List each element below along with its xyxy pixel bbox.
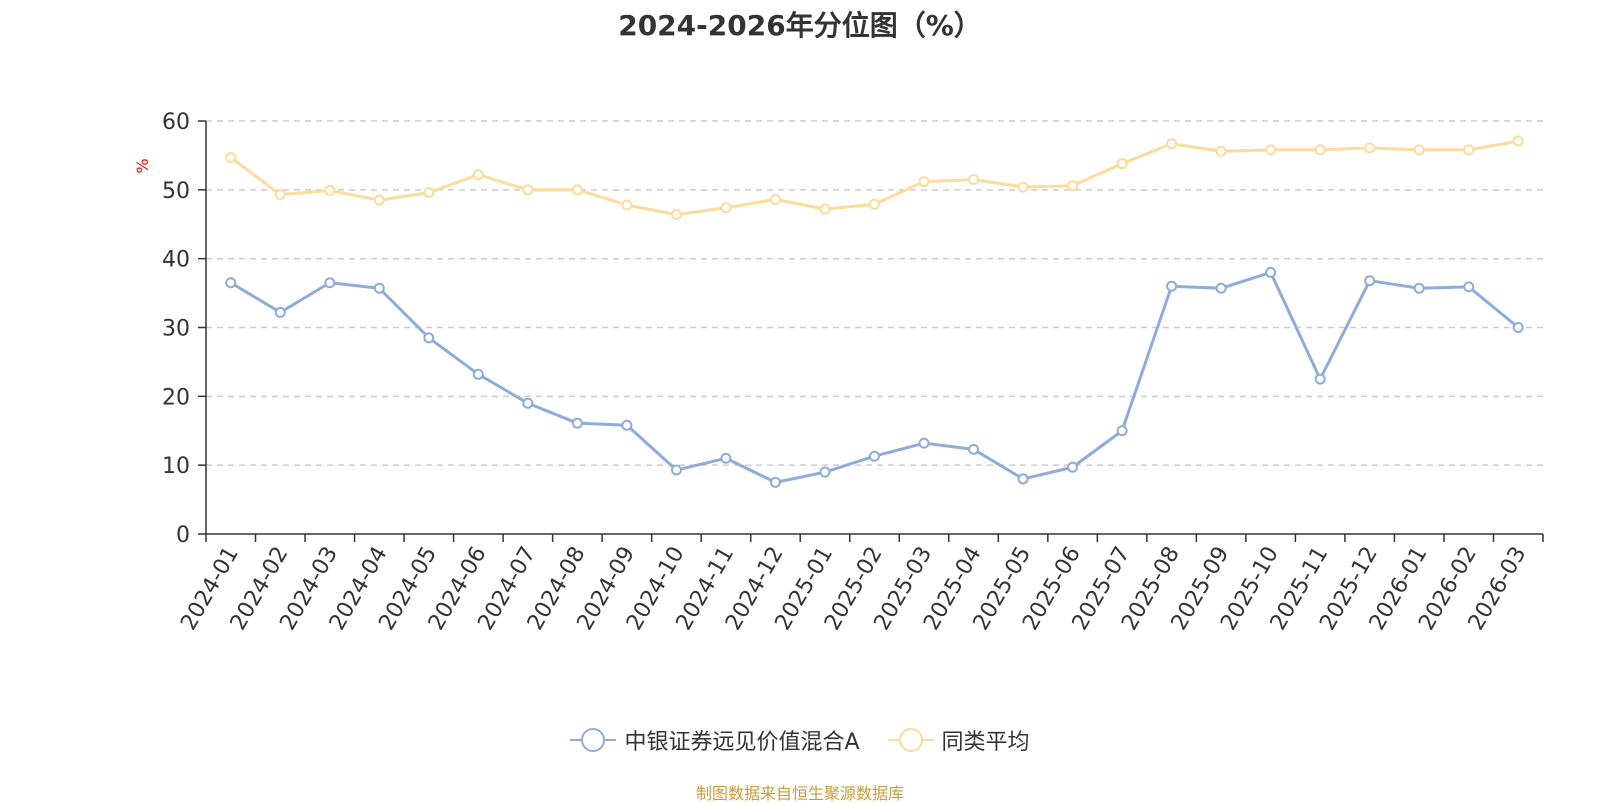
data-point[interactable] [769, 193, 781, 205]
legend-circle-icon [581, 728, 606, 752]
data-point[interactable] [918, 437, 930, 449]
data-point[interactable] [869, 450, 880, 462]
axes: 0102030405060%2024-012024-022024-032024-… [133, 110, 1544, 635]
y-tick-label: 0 [176, 523, 190, 548]
y-tick-label: 50 [162, 179, 190, 204]
data-point[interactable] [918, 176, 930, 188]
data-point[interactable] [968, 443, 980, 455]
data-point[interactable] [522, 397, 534, 409]
data-point[interactable] [720, 202, 732, 214]
data-point[interactable] [423, 187, 435, 199]
data-point[interactable] [1314, 144, 1326, 156]
legend-label: 同类平均 [941, 730, 1030, 755]
data-point[interactable] [225, 277, 237, 289]
data-point[interactable] [968, 174, 980, 186]
data-point[interactable] [621, 199, 633, 211]
data-point[interactable] [373, 282, 385, 294]
data-point[interactable] [1364, 275, 1376, 287]
legend-marker-icon [887, 728, 934, 752]
data-point[interactable] [1017, 473, 1029, 485]
y-tick-label: 10 [162, 454, 190, 479]
data-point[interactable] [373, 194, 385, 206]
data-point[interactable] [819, 466, 831, 478]
data-point[interactable] [1215, 145, 1227, 157]
data-point[interactable] [769, 476, 781, 488]
data-point[interactable] [472, 169, 484, 181]
legend-item-2[interactable]: 同类平均 [887, 724, 1030, 756]
data-point[interactable] [522, 184, 534, 196]
data-point[interactable] [670, 464, 682, 476]
data-point[interactable] [869, 198, 880, 210]
data-point[interactable] [1265, 144, 1277, 156]
data-point[interactable] [1413, 144, 1425, 156]
data-point[interactable] [1463, 144, 1475, 156]
data-point[interactable] [1512, 322, 1524, 333]
data-point[interactable] [819, 203, 831, 215]
data-point[interactable] [1067, 461, 1079, 473]
data-point[interactable] [1512, 135, 1524, 147]
legend: 中银证券远见价值混合A 同类平均 [0, 720, 1600, 760]
data-point[interactable] [1463, 281, 1475, 293]
data-point[interactable] [274, 306, 286, 318]
data-point[interactable] [472, 368, 484, 380]
data-point[interactable] [225, 151, 237, 163]
data-point[interactable] [1166, 138, 1178, 150]
data-point[interactable] [1017, 181, 1029, 193]
data-point[interactable] [571, 417, 583, 429]
y-tick-label: 20 [162, 385, 190, 410]
data-point[interactable] [1364, 142, 1376, 154]
data-point[interactable] [274, 189, 286, 201]
data-point[interactable] [1116, 425, 1128, 437]
y-axis-label: % [133, 158, 152, 173]
data-point[interactable] [324, 277, 336, 289]
y-tick-label: 30 [162, 317, 190, 342]
y-tick-label: 40 [162, 248, 190, 273]
data-point[interactable] [621, 419, 633, 431]
legend-circle-icon [898, 728, 923, 752]
source-note: 制图数据来自恒生聚源数据库 [695, 784, 904, 803]
data-point[interactable] [571, 184, 583, 196]
data-point[interactable] [324, 185, 336, 197]
chart-title: 2024-2026年分位图（%） [618, 9, 982, 42]
data-point[interactable] [1265, 266, 1277, 278]
data-point[interactable] [1067, 180, 1079, 192]
data-point[interactable] [423, 332, 435, 344]
data-point[interactable] [1314, 373, 1326, 385]
series-lines [225, 135, 1524, 488]
y-tick-label: 60 [162, 110, 190, 135]
grid-lines [206, 120, 1543, 466]
data-point[interactable] [670, 209, 682, 221]
legend-marker-icon [570, 728, 617, 752]
data-point[interactable] [1116, 158, 1128, 170]
data-point[interactable] [1215, 282, 1227, 294]
data-point[interactable] [720, 452, 732, 464]
data-point[interactable] [1413, 282, 1425, 294]
legend-item-1[interactable]: 中银证券远见价值混合A [570, 724, 860, 756]
legend-label: 中银证券远见价值混合A [624, 730, 860, 755]
data-point[interactable] [1166, 280, 1178, 292]
